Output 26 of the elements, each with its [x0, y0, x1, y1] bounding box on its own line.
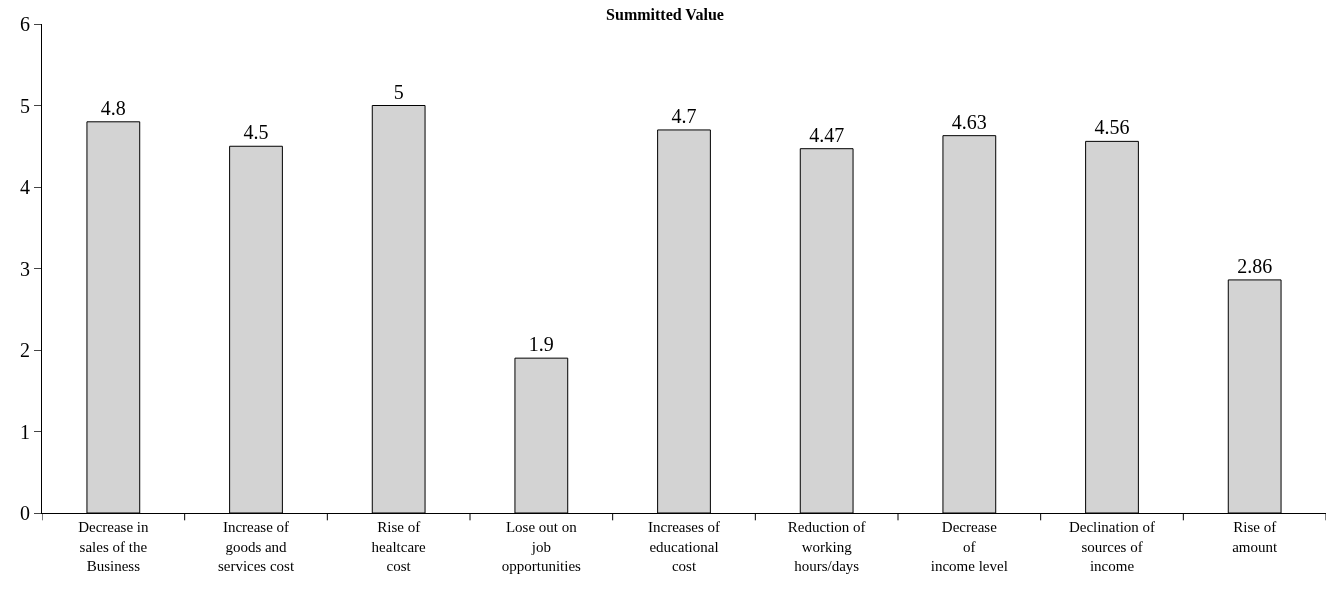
x-tick-label: Declination of sources of income [1068, 519, 1156, 574]
data-label: 4.63 [951, 110, 987, 133]
data-label: 4.7 [671, 104, 697, 127]
data-label: 4.8 [100, 96, 126, 119]
x-tick-label: Rise of amount [1232, 519, 1278, 555]
data-label: 4.47 [809, 123, 845, 146]
chart-title: Summitted Value [606, 6, 724, 24]
data-label: 5 [393, 80, 404, 103]
data-label: 4.5 [243, 121, 269, 144]
x-tick-label: Decrease in sales of the Business [78, 519, 150, 574]
data-label: 4.56 [1094, 116, 1130, 139]
y-tick-label: 3 [20, 257, 30, 280]
y-tick-label: 6 [20, 13, 30, 35]
y-tick-label: 0 [20, 502, 30, 524]
y-tick-label: 1 [20, 420, 30, 443]
x-tick-label: Increases of educational cost [647, 519, 721, 574]
x-tick-label: Increase of goods and services cost [217, 519, 295, 574]
x-tick-label: Reduction of working hours/days [787, 519, 866, 574]
x-tick-label: Rise of healtcare cost [371, 519, 427, 574]
x-tick-label: Decrease of income level [930, 519, 1008, 574]
data-label: 2.86 [1237, 254, 1273, 277]
data-label: 1.9 [528, 333, 554, 356]
x-tick-label: Lose out on job opportunities [501, 519, 582, 574]
y-tick-label: 4 [20, 176, 30, 198]
y-tick-label: 5 [20, 94, 30, 117]
y-tick-label: 2 [20, 339, 30, 361]
